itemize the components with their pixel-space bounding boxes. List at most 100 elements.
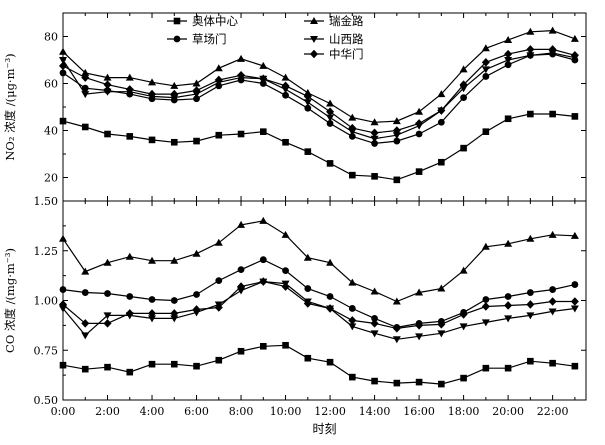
x-tick-label: 6:00	[184, 405, 209, 418]
co-data-point	[482, 296, 490, 303]
co-data-point	[348, 323, 357, 331]
no2-data-point	[237, 130, 245, 138]
co-data-point	[103, 258, 112, 266]
co-data-point	[192, 305, 201, 314]
no2-series-line-3	[62, 52, 576, 140]
no2-data-point	[437, 90, 446, 98]
co-data-point	[481, 319, 490, 327]
co-data-point	[148, 256, 157, 264]
no2-data-point	[259, 74, 268, 84]
co-data-point	[59, 286, 67, 293]
no2-data-point	[237, 54, 246, 62]
co-series-line-3	[62, 280, 575, 340]
no2-data-point	[59, 69, 67, 77]
legend-label: 瑞金路	[329, 14, 364, 28]
no2-series-line-4	[62, 48, 576, 134]
legend-marker	[173, 35, 181, 43]
co-data-point	[59, 305, 67, 313]
no2-y-tick-label: 20	[44, 172, 58, 185]
co-data-point	[126, 293, 134, 300]
co-data-point	[237, 282, 246, 291]
no2-data-point	[481, 58, 490, 67]
co-data-point	[437, 320, 446, 329]
no2-data-point	[104, 130, 111, 138]
no2-data-point	[304, 104, 312, 112]
no2-data-point	[371, 140, 378, 147]
no2-data-point	[393, 176, 401, 184]
co-data-point	[303, 299, 312, 308]
legend-marker	[173, 17, 181, 25]
no2-data-point	[482, 128, 490, 135]
co-data-point	[170, 297, 178, 304]
no2-data-point	[570, 51, 579, 60]
x-tick-label: 10:00	[270, 405, 302, 418]
co-y-tick-label: 1.50	[34, 195, 59, 208]
no2-data-point	[526, 52, 535, 60]
no2-data-point	[303, 99, 312, 107]
co-data-point	[504, 301, 513, 310]
no2-data-point	[282, 138, 289, 146]
x-tick-label: 2:00	[95, 405, 120, 418]
legend-marker	[310, 36, 318, 43]
no2-data-point	[214, 75, 223, 85]
no2-data-point	[415, 168, 423, 175]
no2-data-point	[460, 94, 467, 101]
co-data-point	[438, 380, 445, 388]
legend-label: 中华门	[329, 47, 364, 61]
co-data-point	[170, 315, 179, 323]
no2-data-point	[126, 133, 134, 140]
no2-data-point	[259, 128, 267, 135]
co-data-point	[370, 319, 379, 328]
co-data-point	[326, 258, 335, 266]
no2-data-point	[326, 99, 335, 107]
no2-series-line-2	[62, 29, 576, 123]
no2-data-point	[393, 137, 401, 145]
co-data-point	[59, 300, 67, 309]
co-data-point	[504, 293, 512, 300]
co-data-point	[237, 347, 245, 355]
co-data-point	[259, 256, 267, 264]
no2-data-point	[81, 123, 89, 131]
legend-label: 奥体中心	[192, 14, 238, 28]
co-data-point	[548, 297, 557, 306]
no2-data-point	[392, 126, 401, 135]
co-data-point	[303, 253, 312, 261]
no2-data-point	[415, 130, 423, 138]
no2-data-point	[81, 73, 90, 82]
no2-data-point	[148, 89, 157, 99]
co-data-point	[81, 332, 90, 340]
no2-y-tick-label: 60	[44, 78, 58, 91]
legend-label: 草场门	[192, 32, 227, 46]
co-data-point	[570, 305, 579, 313]
no2-data-point	[259, 61, 268, 69]
co-data-point	[548, 230, 557, 238]
no2-data-point	[482, 73, 490, 80]
x-tick-label: 22:00	[537, 405, 569, 418]
co-data-point	[393, 379, 401, 387]
co-data-point	[214, 238, 223, 246]
co-data-point	[59, 361, 67, 369]
co-data-point	[170, 360, 178, 368]
co-data-point	[170, 256, 179, 264]
no2-data-point	[548, 26, 557, 34]
no2-data-point	[326, 107, 335, 116]
no2-data-point	[571, 113, 579, 120]
no2-data-point	[348, 132, 356, 140]
co-y-tick-label: 1.00	[34, 295, 59, 308]
co-data-point	[348, 316, 357, 325]
no2-data-point	[370, 135, 379, 143]
co-data-point	[504, 364, 512, 372]
co-data-point	[415, 288, 424, 296]
no2-data-point	[481, 66, 490, 74]
x-tick-label: 14:00	[359, 405, 391, 418]
co-data-point	[281, 230, 290, 238]
co-data-point	[549, 286, 557, 293]
no2-data-point	[326, 120, 334, 127]
co-data-point	[349, 373, 356, 381]
co-data-point	[571, 362, 579, 370]
co-data-point	[437, 284, 446, 292]
x-axis-label: 时刻	[312, 422, 336, 436]
co-data-point	[259, 216, 268, 224]
no2-data-point	[526, 27, 535, 35]
